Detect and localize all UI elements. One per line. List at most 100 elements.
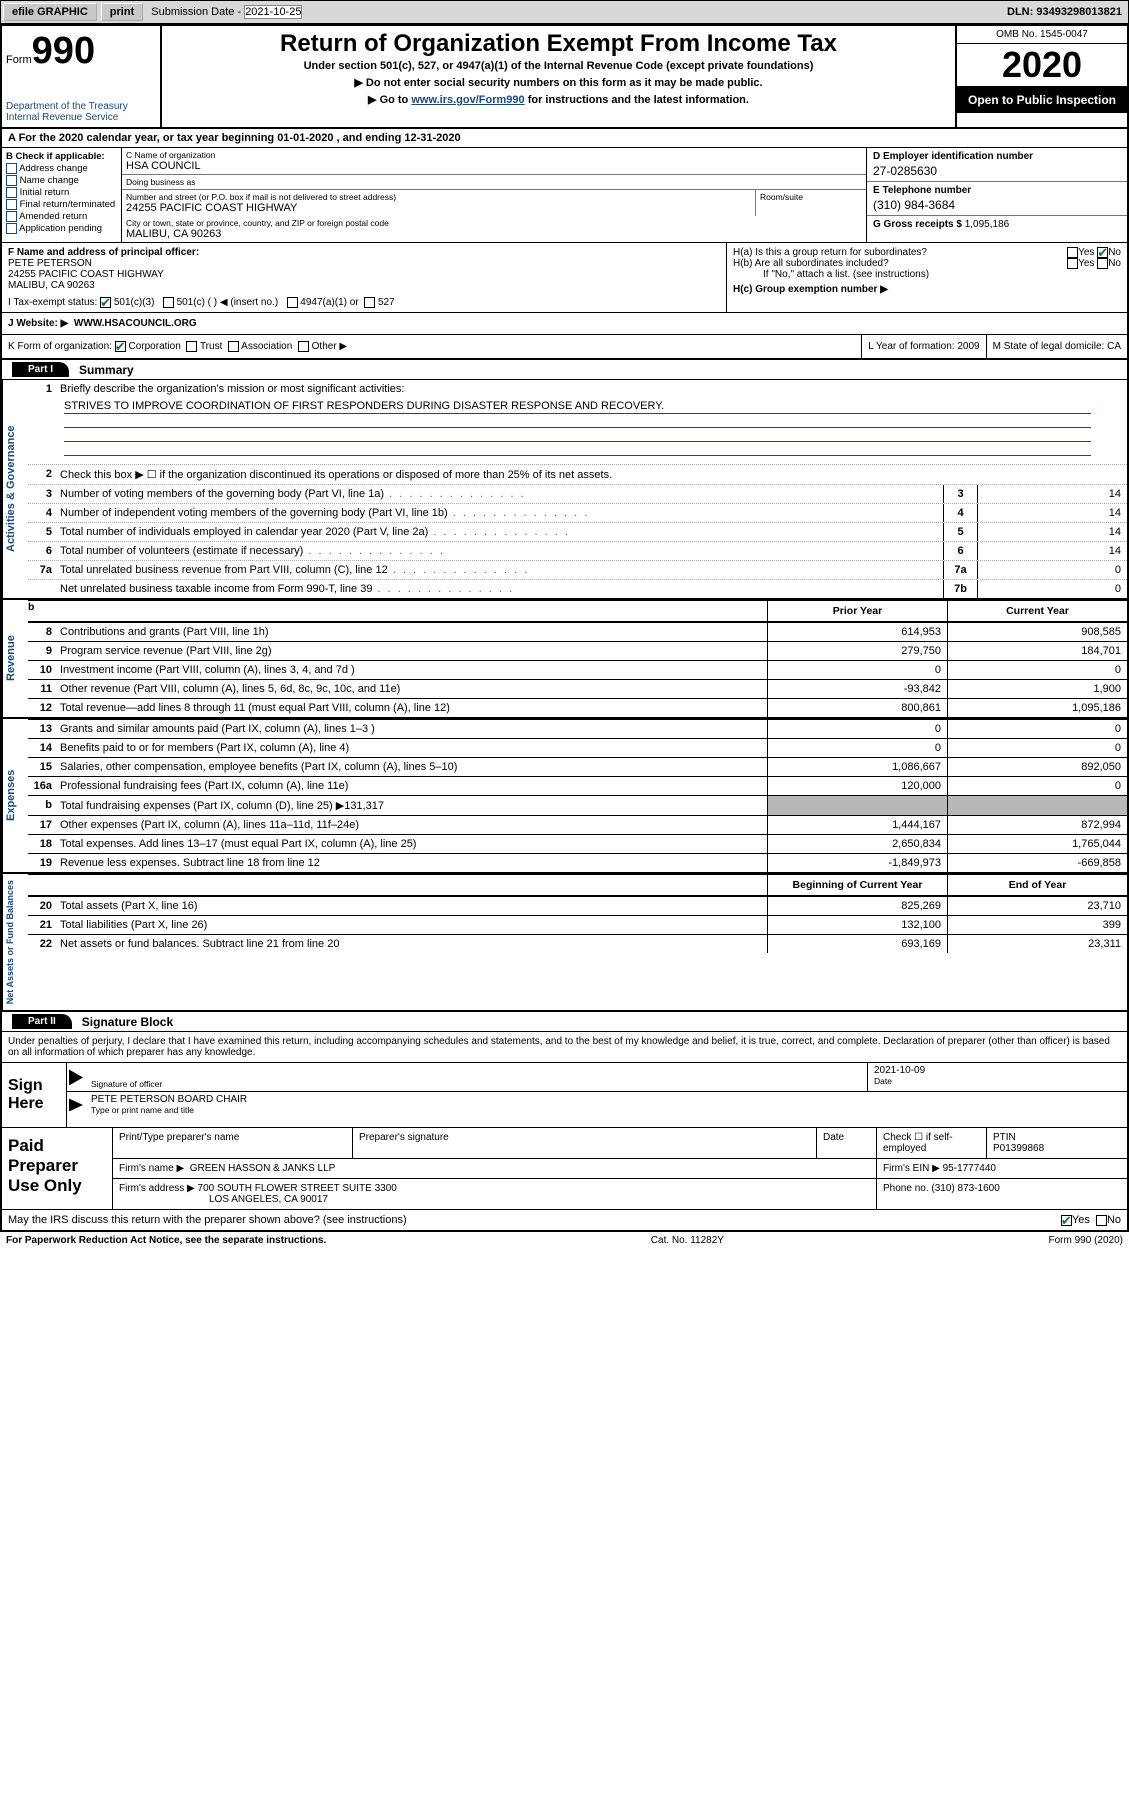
self-employed-chk[interactable]: Check ☐ if self-employed — [877, 1128, 987, 1158]
table-cell: 1,086,667 — [767, 758, 947, 776]
chk-irs-no[interactable] — [1096, 1215, 1107, 1226]
side-net-assets: Net Assets or Fund Balances — [2, 874, 28, 1010]
side-revenue: Revenue — [2, 600, 28, 717]
chk-4947[interactable] — [287, 297, 298, 308]
print-btn[interactable]: print — [101, 3, 143, 21]
line-cellno: 4 — [943, 504, 977, 522]
submission-date: 2021-10-25 — [244, 5, 302, 19]
table-row-label: Contributions and grants (Part VIII, lin… — [56, 623, 767, 641]
chk-501c[interactable] — [163, 297, 174, 308]
tax-year: 2020 — [957, 44, 1127, 87]
line-value: 0 — [977, 580, 1127, 598]
firm-phone-label: Phone no. — [883, 1183, 929, 1194]
paid-preparer-block: Paid Preparer Use Only Print/Type prepar… — [2, 1128, 1127, 1210]
irs-discuss-row: May the IRS discuss this return with the… — [2, 1210, 1127, 1230]
gross-value: 1,095,186 — [965, 219, 1010, 230]
chk-name-change[interactable]: Name change — [6, 175, 117, 186]
table-cell: 0 — [767, 720, 947, 738]
website-value: WWW.HSACOUNCIL.ORG — [74, 318, 197, 329]
chk-irs-yes[interactable] — [1061, 1215, 1072, 1226]
net-assets-table: Beginning of Current YearEnd of Year 20T… — [28, 874, 1127, 1010]
table-cell — [767, 796, 947, 815]
chk-application-pending[interactable]: Application pending — [6, 223, 117, 234]
table-cell: 0 — [767, 661, 947, 679]
col-c-org-info: C Name of organization HSA COUNCIL Doing… — [122, 148, 867, 242]
line-text: Number of voting members of the governin… — [56, 485, 943, 503]
officer-name: PETE PETERSON — [8, 258, 720, 269]
chk-hb-no[interactable] — [1097, 258, 1108, 269]
arrow-icon — [69, 1098, 83, 1111]
table-cell: 0 — [947, 661, 1127, 679]
chk-amended-return[interactable]: Amended return — [6, 211, 117, 222]
section-h: H(a) Is this a group return for subordin… — [727, 243, 1127, 312]
line-cellno: 7b — [943, 580, 977, 598]
table-cell: 1,900 — [947, 680, 1127, 698]
officer-printed-name: PETE PETERSON BOARD CHAIR — [91, 1094, 1121, 1105]
open-inspection: Open to Public Inspection — [957, 87, 1127, 113]
firm-addr-label: Firm's address ▶ — [119, 1183, 195, 1194]
part-2-title: Signature Block — [72, 1015, 173, 1029]
officer-name-label: Type or print name and title — [91, 1105, 1121, 1115]
org-name-label: C Name of organization — [126, 150, 862, 160]
header-right: OMB No. 1545-0047 2020 Open to Public In… — [957, 26, 1127, 127]
form-title: Return of Organization Exempt From Incom… — [166, 30, 951, 58]
line-text: Total number of individuals employed in … — [56, 523, 943, 541]
ha-label: H(a) Is this a group return for subordin… — [733, 247, 927, 258]
chk-initial-return[interactable]: Initial return — [6, 187, 117, 198]
side-expenses: Expenses — [2, 719, 28, 872]
dba-label: Doing business as — [126, 177, 862, 187]
table-cell: 614,953 — [767, 623, 947, 641]
mission-text: STRIVES TO IMPROVE COORDINATION OF FIRST… — [64, 400, 1091, 414]
chk-address-change[interactable]: Address change — [6, 163, 117, 174]
firm-ein: 95-1777440 — [943, 1163, 996, 1174]
city-label: City or town, state or province, country… — [126, 218, 862, 228]
line-text: Total unrelated business revenue from Pa… — [56, 561, 943, 579]
table-row-label: Total expenses. Add lines 13–17 (must eq… — [56, 835, 767, 853]
chk-other[interactable] — [298, 341, 309, 352]
row-a-tax-year: A For the 2020 calendar year, or tax yea… — [2, 129, 1127, 148]
chk-corp[interactable] — [115, 341, 126, 352]
table-row-label: Salaries, other compensation, employee b… — [56, 758, 767, 776]
chk-ha-yes[interactable] — [1067, 247, 1078, 258]
table-cell: 2,650,834 — [767, 835, 947, 853]
submission-label: Submission Date - 2021-10-25 — [145, 3, 308, 21]
chk-assoc[interactable] — [228, 341, 239, 352]
table-cell — [947, 796, 1127, 815]
efile-btn[interactable]: efile GRAPHIC — [3, 3, 97, 21]
table-cell: 825,269 — [767, 897, 947, 915]
chk-501c3[interactable] — [100, 297, 111, 308]
suite-label: Room/suite — [760, 192, 862, 202]
irs-link[interactable]: www.irs.gov/Form990 — [411, 94, 524, 106]
chk-trust[interactable] — [186, 341, 197, 352]
sig-date-label: Date — [874, 1076, 1121, 1086]
table-row-label: Investment income (Part VIII, column (A)… — [56, 661, 767, 679]
table-row-label: Professional fundraising fees (Part IX, … — [56, 777, 767, 795]
col-b-label: B Check if applicable: — [6, 151, 117, 162]
line-cellno: 6 — [943, 542, 977, 560]
table-cell: 800,861 — [767, 699, 947, 717]
table-row-label: Total fundraising expenses (Part IX, col… — [56, 796, 767, 815]
q1: Briefly describe the organization's miss… — [56, 380, 1127, 398]
chk-hb-yes[interactable] — [1067, 258, 1078, 269]
chk-final-return[interactable]: Final return/terminated — [6, 199, 117, 210]
table-cell: 0 — [767, 739, 947, 757]
ptin-label: PTIN — [993, 1132, 1121, 1143]
revenue-table: bPrior YearCurrent Year 8Contributions a… — [28, 600, 1127, 717]
table-cell: 23,311 — [947, 935, 1127, 953]
phone-value: (310) 984-3684 — [873, 198, 1121, 212]
chk-ha-no[interactable] — [1097, 247, 1108, 258]
table-cell: 120,000 — [767, 777, 947, 795]
year-formation: L Year of formation: 2009 — [861, 335, 985, 358]
part-1-tab: Part I — [12, 362, 69, 377]
line-cellno: 3 — [943, 485, 977, 503]
col-begin-year: Beginning of Current Year — [767, 875, 947, 895]
chk-527[interactable] — [364, 297, 375, 308]
line-value: 14 — [977, 504, 1127, 522]
section-b-c-d-e: B Check if applicable: Address change Na… — [2, 148, 1127, 243]
side-activities-governance: Activities & Governance — [2, 380, 28, 598]
table-cell: 1,765,044 — [947, 835, 1127, 853]
table-row-label: Net assets or fund balances. Subtract li… — [56, 935, 767, 953]
firm-addr1: 700 SOUTH FLOWER STREET SUITE 3300 — [198, 1183, 397, 1194]
firm-name: GREEN HASSON & JANKS LLP — [190, 1163, 336, 1174]
table-row-label: Other revenue (Part VIII, column (A), li… — [56, 680, 767, 698]
